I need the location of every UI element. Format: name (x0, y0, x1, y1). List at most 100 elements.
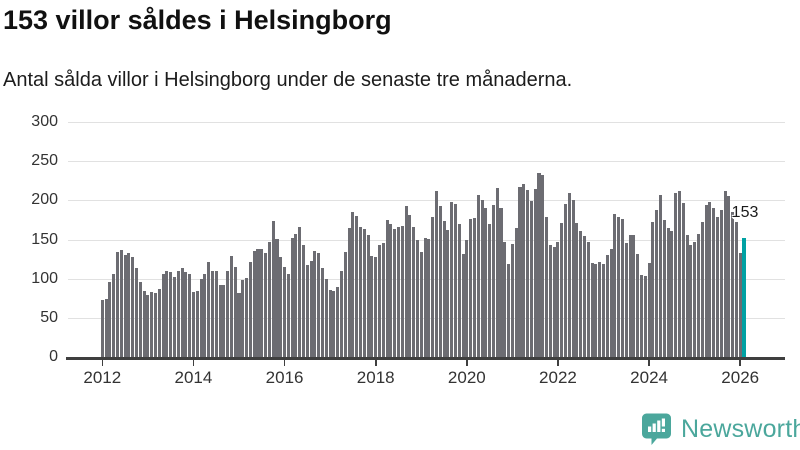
bar (264, 253, 268, 358)
bar (366, 234, 370, 358)
bar (609, 248, 613, 358)
bar (666, 228, 670, 358)
bar (647, 262, 651, 358)
bar (727, 196, 731, 358)
x-axis-tick (557, 359, 559, 366)
bar (241, 279, 245, 358)
bar (123, 254, 127, 358)
x-axis-tick-label: 2016 (265, 368, 304, 387)
bar (138, 282, 142, 358)
bar (658, 194, 662, 358)
bar (605, 254, 609, 358)
bar (594, 263, 598, 358)
bar (514, 228, 518, 358)
bar (374, 257, 378, 358)
bar (529, 200, 533, 358)
bar (719, 210, 723, 358)
bar (704, 204, 708, 358)
bar (336, 287, 340, 358)
bar (146, 294, 150, 358)
bar (355, 215, 359, 358)
x-axis-tick (101, 359, 104, 366)
bar (575, 222, 579, 358)
bar (286, 273, 290, 358)
bar (290, 237, 294, 358)
bar (385, 219, 389, 358)
y-axis-tick-label: 150 (31, 230, 58, 248)
x-axis-tick-label: 2012 (83, 368, 122, 387)
bar (503, 241, 507, 358)
bar (689, 244, 693, 358)
bar (545, 216, 549, 358)
bar (670, 231, 674, 358)
bar (100, 300, 104, 358)
bar (134, 268, 139, 358)
bar (465, 240, 469, 358)
bar (104, 298, 108, 358)
bar (628, 234, 632, 358)
bar (207, 261, 211, 358)
bar (267, 241, 271, 358)
bar (586, 241, 590, 358)
bar (476, 194, 480, 358)
bar (358, 227, 363, 358)
bar (541, 174, 545, 358)
bar (203, 274, 207, 358)
bar (434, 190, 438, 358)
bar (723, 191, 727, 358)
bar (218, 285, 222, 358)
y-axis-tick-label: 250 (31, 152, 58, 170)
bar (643, 276, 647, 358)
bar (275, 239, 279, 358)
bar (343, 251, 347, 358)
bar (347, 228, 351, 358)
bar (271, 221, 275, 358)
bar (419, 251, 423, 358)
bar (180, 268, 184, 358)
chart-subtitle: Antal sålda villor i Helsingborg under d… (3, 69, 573, 91)
newsworthy-bubble-chart-icon (641, 412, 672, 446)
bar (495, 188, 499, 358)
y-axis-tick-label: 300 (31, 113, 58, 130)
bar (400, 225, 404, 358)
brand-name: Newsworthy (681, 414, 800, 443)
bar (389, 224, 393, 358)
bar (305, 265, 309, 358)
bar (370, 255, 374, 358)
bar (279, 257, 283, 358)
bar (302, 245, 306, 358)
bar (620, 218, 625, 358)
bar (522, 184, 526, 358)
bar (169, 272, 173, 358)
y-axis-tick-label: 50 (40, 308, 58, 326)
bar (469, 218, 473, 358)
bar (461, 254, 465, 358)
bar (552, 247, 556, 358)
x-axis-tick (192, 359, 195, 366)
bar (153, 293, 157, 358)
bar (734, 221, 738, 358)
bar (298, 226, 302, 358)
x-axis-tick (648, 359, 650, 366)
bar (362, 229, 366, 358)
gridline-200 (68, 200, 785, 202)
bar (256, 249, 260, 358)
latest-value-annotation: 153 (731, 204, 759, 221)
bar (457, 224, 461, 358)
bar (131, 257, 135, 358)
x-axis-tick-label: 2020 (447, 368, 486, 387)
bar (260, 249, 264, 358)
bar (537, 172, 541, 358)
bar (188, 274, 192, 358)
bar (613, 214, 617, 358)
bar (677, 191, 681, 358)
bar (651, 221, 655, 358)
bar (590, 262, 594, 358)
bar (488, 223, 492, 358)
bar (115, 251, 120, 358)
bar (533, 189, 537, 358)
bar (655, 210, 659, 358)
x-axis-tick (374, 359, 377, 366)
